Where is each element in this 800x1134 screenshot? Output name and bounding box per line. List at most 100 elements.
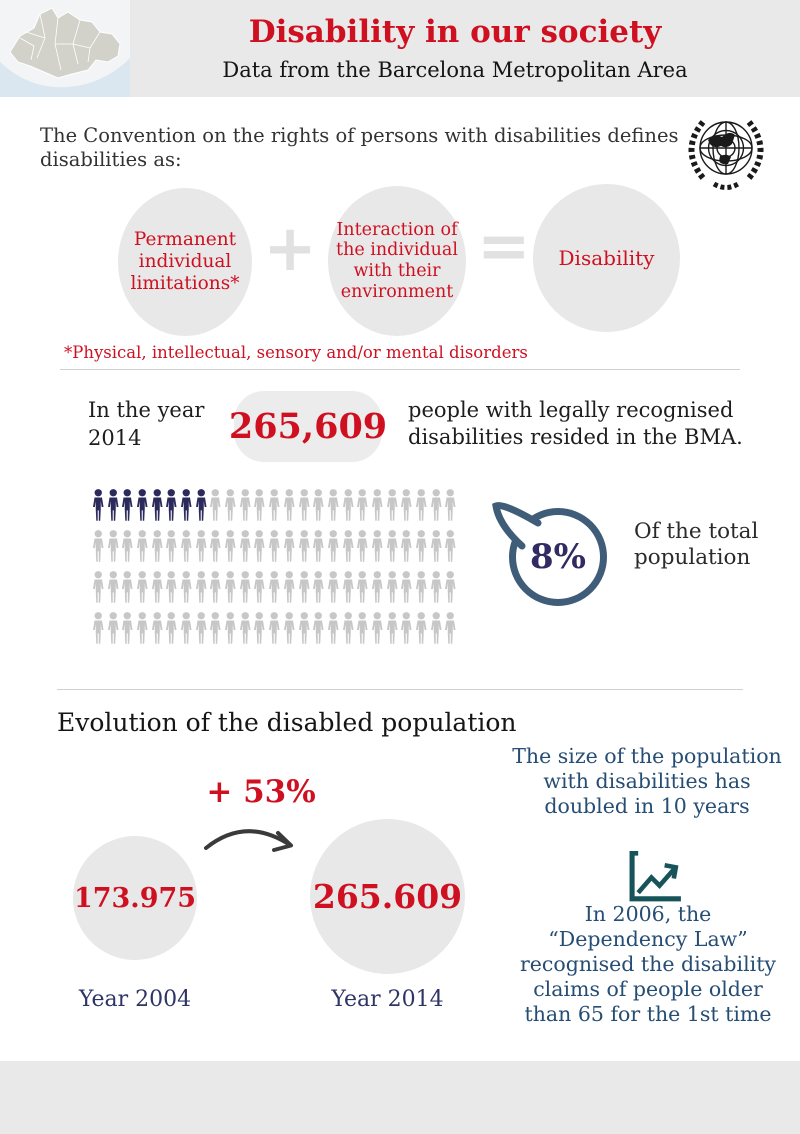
person-icon <box>386 488 399 522</box>
person-icon <box>180 529 193 563</box>
person-icon <box>209 611 222 645</box>
person-icon <box>151 529 164 563</box>
person-icon <box>107 611 120 645</box>
person-icon <box>342 570 355 604</box>
person-icon <box>253 570 266 604</box>
page-subtitle: Data from the Barcelona Metropolitan Are… <box>222 58 688 82</box>
person-icon <box>165 570 178 604</box>
definition-circle-disability-label: Disability <box>558 246 655 270</box>
un-emblem-icon <box>678 112 774 196</box>
person-icon <box>415 570 428 604</box>
person-icon <box>268 488 281 522</box>
plus-operator: + <box>263 212 317 286</box>
map-image <box>0 0 130 97</box>
person-icon <box>239 570 252 604</box>
person-icon <box>371 611 384 645</box>
person-icon <box>224 570 237 604</box>
person-icon <box>444 529 457 563</box>
person-icon <box>400 570 413 604</box>
page-title: Disability in our society <box>248 14 662 50</box>
person-icon <box>283 611 296 645</box>
evolution-heading: Evolution of the disabled population <box>57 708 517 737</box>
person-icon <box>136 529 149 563</box>
evolution-year-2014-label: Year 2014 <box>331 987 444 1012</box>
person-icon <box>180 488 193 522</box>
person-icon <box>312 529 325 563</box>
person-icon <box>415 611 428 645</box>
person-icon <box>430 529 443 563</box>
person-icon <box>268 529 281 563</box>
evolution-value-2004: 173.975 <box>73 882 197 914</box>
person-icon <box>165 488 178 522</box>
line-chart-icon <box>628 850 685 904</box>
person-icon <box>92 570 105 604</box>
person-icon <box>180 570 193 604</box>
person-icon <box>400 529 413 563</box>
stat-value-pill: 265,609 <box>229 391 387 462</box>
person-icon <box>298 611 311 645</box>
person-icon <box>298 529 311 563</box>
person-icon <box>92 611 105 645</box>
definition-circle-interaction-label: Interaction of the individual with their en… <box>336 219 458 302</box>
person-icon <box>371 529 384 563</box>
person-icon <box>151 570 164 604</box>
speech-bubble-icon <box>486 497 616 612</box>
person-icon <box>312 488 325 522</box>
pictogram-grid <box>92 488 457 645</box>
person-icon <box>253 529 266 563</box>
person-icon <box>195 529 208 563</box>
evolution-note-doubled: The size of the population with disabilit… <box>512 744 782 818</box>
person-icon <box>400 611 413 645</box>
person-icon <box>165 611 178 645</box>
equals-operator: = <box>477 210 531 284</box>
person-icon <box>283 570 296 604</box>
person-icon <box>151 488 164 522</box>
person-icon <box>92 529 105 563</box>
person-icon <box>371 488 384 522</box>
person-icon <box>195 611 208 645</box>
person-icon <box>121 611 134 645</box>
stat-value: 265,609 <box>228 406 388 447</box>
person-icon <box>342 488 355 522</box>
person-icon <box>268 570 281 604</box>
stat-suffix: people with legally recognised disabiliti… <box>408 398 743 449</box>
person-icon <box>121 529 134 563</box>
person-icon <box>415 488 428 522</box>
person-icon <box>209 488 222 522</box>
person-icon <box>444 570 457 604</box>
person-icon <box>444 611 457 645</box>
person-icon <box>386 570 399 604</box>
person-icon <box>253 611 266 645</box>
definition-circle-limitations-label: Permanent individual limitations* <box>130 228 240 295</box>
person-icon <box>253 488 266 522</box>
definition-circle-disability: Disability <box>533 184 680 332</box>
person-icon <box>327 611 340 645</box>
person-icon <box>107 529 120 563</box>
person-icon <box>283 529 296 563</box>
person-icon <box>268 611 281 645</box>
person-icon <box>430 488 443 522</box>
person-icon <box>342 611 355 645</box>
person-icon <box>342 529 355 563</box>
person-icon <box>283 488 296 522</box>
evolution-note-dependency-law: In 2006, the “Dependency Law” recognised t… <box>519 902 777 1026</box>
person-icon <box>386 529 399 563</box>
person-icon <box>107 488 120 522</box>
person-icon <box>239 611 252 645</box>
person-icon <box>121 570 134 604</box>
person-icon <box>312 611 325 645</box>
person-icon <box>195 488 208 522</box>
person-icon <box>298 488 311 522</box>
person-icon <box>356 611 369 645</box>
person-icon <box>239 529 252 563</box>
person-icon <box>136 611 149 645</box>
person-icon <box>165 529 178 563</box>
bma-municipalities-map <box>0 0 130 97</box>
curved-arrow-icon <box>202 822 306 866</box>
person-icon <box>430 570 443 604</box>
person-icon <box>312 570 325 604</box>
person-icon <box>298 570 311 604</box>
header: Disability in our society Data from the … <box>0 0 800 97</box>
person-icon <box>136 570 149 604</box>
evolution-circle-2004: 173.975 <box>73 836 197 960</box>
